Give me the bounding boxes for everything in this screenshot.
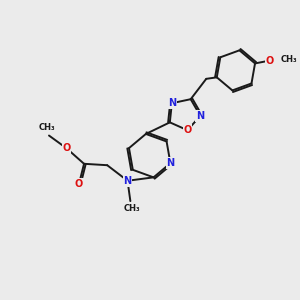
Text: CH₃: CH₃ [38, 123, 55, 132]
Text: N: N [167, 158, 175, 168]
Text: O: O [266, 56, 274, 66]
Text: CH₃: CH₃ [280, 55, 297, 64]
Text: O: O [75, 179, 83, 189]
Text: N: N [168, 98, 176, 108]
Text: O: O [183, 125, 192, 135]
Text: N: N [196, 111, 204, 121]
Text: CH₃: CH₃ [124, 205, 140, 214]
Text: N: N [124, 176, 132, 186]
Text: O: O [62, 143, 70, 153]
